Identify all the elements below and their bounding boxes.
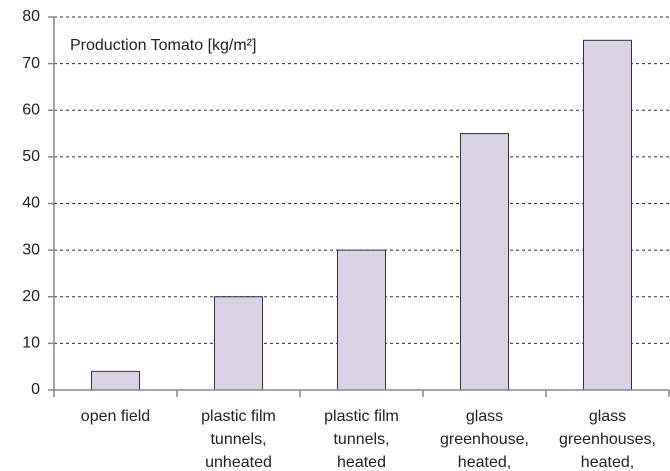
y-tick-label: 50 xyxy=(22,148,40,165)
x-tick-label: plastic film xyxy=(324,408,399,425)
bar xyxy=(337,249,386,391)
x-tick-label: tunnels, xyxy=(210,431,266,448)
y-tick-label: 0 xyxy=(31,381,40,398)
x-tick-label: unheated xyxy=(205,454,272,471)
y-tick-label: 70 xyxy=(22,55,40,72)
x-tick-label: heated, xyxy=(581,454,634,471)
y-tick-label: 60 xyxy=(22,101,40,118)
y-tick-label: 10 xyxy=(22,335,40,352)
bar xyxy=(91,370,140,391)
bar xyxy=(214,296,263,391)
y-tick-label: 30 xyxy=(22,241,40,258)
x-tick-label: glass xyxy=(589,408,626,425)
chart-title: Production Tomato [kg/m²] xyxy=(70,37,256,54)
x-tick-label: tunnels, xyxy=(333,431,389,448)
y-tick-label: 40 xyxy=(22,195,40,212)
x-tick-label: heated xyxy=(337,454,386,471)
x-tick-label: greenhouse, xyxy=(440,431,529,448)
x-tick-label: greenhouses, xyxy=(559,431,656,448)
x-tick-label: glass xyxy=(466,408,503,425)
x-tick-label: plastic film xyxy=(201,408,276,425)
bar xyxy=(460,133,509,391)
y-tick-label: 20 xyxy=(22,288,40,305)
bar xyxy=(583,39,632,391)
x-tick-label: heated, xyxy=(458,454,511,471)
y-tick-label: 80 xyxy=(22,8,40,25)
x-tick-label: open field xyxy=(81,408,150,425)
